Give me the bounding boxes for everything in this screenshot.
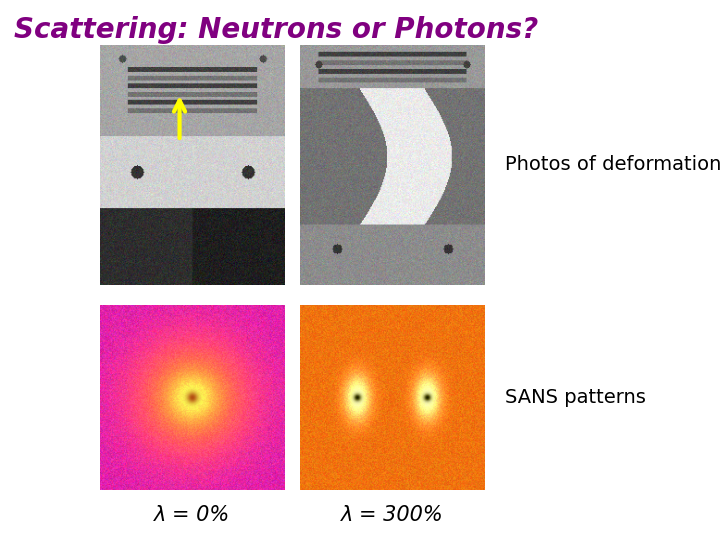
Text: Scattering: Neutrons or Photons?: Scattering: Neutrons or Photons?	[14, 16, 539, 44]
Text: λ = 0%: λ = 0%	[154, 505, 230, 525]
Text: λ = 300%: λ = 300%	[341, 505, 444, 525]
Text: Photos of deformation: Photos of deformation	[505, 156, 720, 174]
Text: SANS patterns: SANS patterns	[505, 388, 646, 407]
